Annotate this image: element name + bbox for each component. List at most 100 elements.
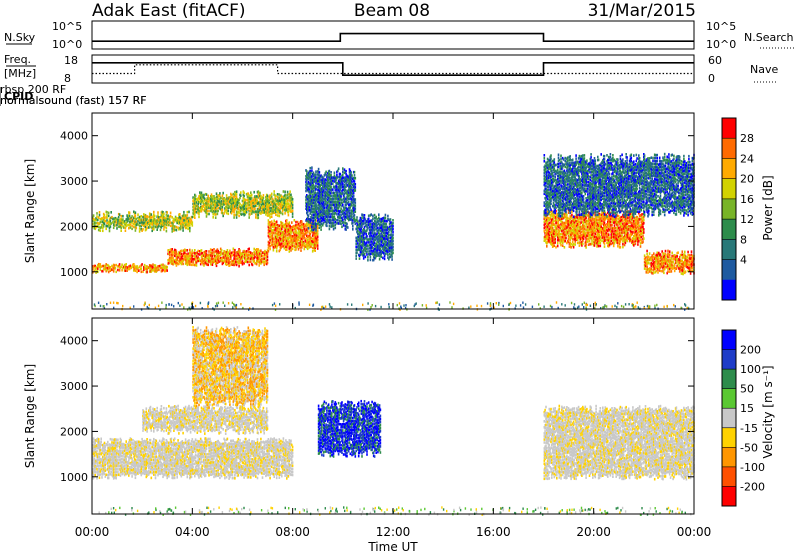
data-cell [180,252,183,256]
data-cell [201,260,204,264]
data-cell [548,221,551,225]
data-cell [292,241,295,244]
data-cell [255,262,258,266]
data-cell [115,221,117,224]
data-cell [255,248,257,252]
data-cell [337,191,339,194]
data-cell [284,199,286,203]
data-cell [332,221,335,225]
data-cell [173,248,176,252]
data-cell [663,271,665,275]
data-cell [271,203,274,206]
data-cell [588,239,591,243]
data-cell [219,198,221,201]
data-cell [153,214,156,218]
data-cell [306,182,308,185]
data-cell [153,222,155,225]
data-cell [255,248,258,251]
data-cell [294,245,296,249]
data-cell [295,248,297,251]
data-cell [291,200,294,204]
data-cell [383,257,386,261]
data-cell [255,204,258,208]
data-cell [276,238,279,242]
data-cell [245,257,247,261]
data-cell [204,256,206,259]
data-cell [226,206,229,209]
data-cell [219,253,222,257]
data-cell [227,212,230,216]
data-cell [306,217,308,221]
data-cell [312,225,315,229]
data-cell [577,223,580,227]
data-cell [299,246,301,249]
data-cell [345,169,347,173]
data-cell [635,227,638,230]
data-cell [268,235,270,239]
data-cell [234,262,236,266]
data-cell [392,248,394,252]
data-cell [176,218,178,222]
data-cell [155,219,158,223]
noise-left-label: N.Sky [4,31,36,44]
data-cell [639,245,642,248]
data-cell [384,216,387,220]
data-cell [138,221,141,225]
data-cell [208,212,210,216]
data-cell [372,214,374,218]
data-cell [191,252,194,255]
data-cell [198,257,200,261]
data-cell [149,225,152,229]
data-cell [150,216,153,219]
data-cell [184,215,186,219]
data-cell [188,216,190,220]
data-cell [659,253,662,256]
data-cell [273,208,275,211]
data-cell [119,218,122,221]
data-cell [134,214,137,217]
data-cell [315,226,317,229]
data-cell [357,229,359,233]
data-cell [298,233,301,236]
data-cell [266,208,269,212]
data-cell [194,260,197,263]
data-cell [218,260,220,263]
data-cell [219,247,222,251]
data-cell [301,237,303,241]
data-cell [276,232,279,236]
data-cell [134,211,137,214]
data-cell [162,220,164,223]
data-cell [129,226,132,229]
data-cell [354,183,357,186]
data-cell [233,216,235,219]
data-cell [117,212,120,216]
data-cell [179,254,181,258]
data-cell [652,259,654,262]
data-cell [144,216,147,220]
data-cell [279,227,281,231]
data-cell [183,222,185,225]
data-cell [287,244,290,247]
data-cell [655,269,658,273]
data-cell [258,264,260,267]
data-cell [653,252,655,255]
data-cell [243,210,245,214]
data-cell [226,260,229,263]
data-cell [282,199,285,202]
noise-right-tick-bottom: 10^0 [706,38,736,51]
data-cell [261,257,264,261]
data-cell [224,202,227,205]
freq-left-tick-top: 18 [64,54,78,67]
data-cell [211,254,214,258]
data-cell [267,231,270,235]
data-cell [153,213,155,217]
data-cell [209,257,211,260]
data-cell [238,256,240,259]
data-cell [306,210,309,213]
data-cell [601,222,603,225]
data-cell [301,238,304,241]
data-cell [199,197,201,201]
data-cell [224,259,227,263]
data-cell [664,252,667,256]
